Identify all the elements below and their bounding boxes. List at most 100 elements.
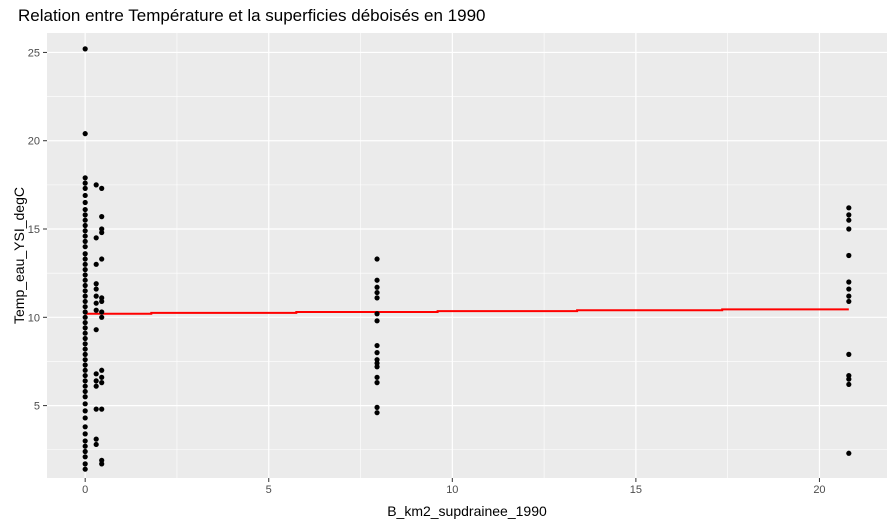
data-point (846, 351, 852, 357)
data-point (374, 284, 380, 290)
y-tick-label: 20 (28, 136, 40, 148)
data-point (82, 408, 88, 414)
data-point (93, 378, 99, 384)
data-point (374, 311, 380, 317)
data-point (93, 371, 99, 377)
data-point (82, 244, 88, 250)
data-point (82, 277, 88, 283)
data-point (82, 454, 88, 460)
data-point (82, 222, 88, 229)
data-point (99, 185, 105, 191)
data-point (82, 46, 88, 52)
data-point (99, 298, 105, 305)
data-point (374, 277, 380, 283)
data-point (374, 350, 380, 356)
data-point (82, 357, 88, 363)
data-point (82, 199, 88, 206)
data-point (99, 214, 105, 220)
x-axis-ticks: 0 5 10 15 20 (82, 478, 826, 496)
data-point (846, 217, 852, 223)
data-point (374, 380, 380, 386)
data-point (374, 289, 380, 296)
data-point (99, 406, 105, 412)
data-point (82, 238, 88, 244)
data-point (846, 298, 852, 305)
data-point (846, 212, 852, 218)
data-point (93, 293, 99, 299)
x-tick-label: 10 (446, 484, 458, 496)
y-axis-ticks: 5 10 15 20 25 (28, 47, 47, 413)
data-point (82, 185, 88, 191)
plot-panel (47, 33, 887, 478)
chart-title: Relation entre Température et la superfi… (18, 6, 486, 25)
data-point (82, 461, 88, 467)
data-point (82, 388, 88, 395)
data-point (846, 252, 852, 259)
points-layer (82, 46, 852, 472)
data-point (82, 367, 88, 373)
data-point (82, 192, 88, 199)
data-point (846, 376, 852, 382)
data-point (82, 394, 88, 400)
x-tick-label: 5 (266, 484, 272, 496)
data-point (82, 175, 88, 181)
data-point (93, 436, 99, 442)
data-point (99, 380, 105, 386)
data-point (82, 325, 88, 331)
data-point (374, 256, 380, 262)
data-point (82, 298, 88, 305)
data-point (93, 383, 99, 389)
data-point (846, 205, 852, 211)
data-point (82, 415, 88, 421)
y-tick-label: 25 (28, 47, 40, 59)
x-tick-label: 0 (82, 484, 88, 496)
data-point (374, 342, 380, 349)
data-point (82, 383, 88, 389)
data-point (82, 341, 88, 347)
data-point (82, 372, 88, 379)
data-point (82, 330, 88, 336)
data-point (846, 226, 852, 232)
y-tick-label: 10 (28, 312, 40, 324)
data-point (82, 251, 88, 257)
data-point (82, 267, 88, 273)
x-axis-title: B_km2_supdrainee_1990 (387, 503, 547, 519)
data-point (82, 212, 88, 218)
data-point (82, 448, 88, 455)
data-point (82, 438, 88, 444)
data-point (82, 233, 88, 239)
fit-line (85, 308, 849, 315)
data-point (99, 256, 105, 262)
data-point (82, 293, 88, 299)
data-point (82, 346, 88, 352)
data-point (82, 351, 88, 357)
data-point (374, 410, 380, 416)
data-point (82, 304, 88, 310)
data-point (82, 309, 88, 315)
data-point (82, 256, 88, 262)
data-point (93, 286, 99, 292)
data-point (93, 281, 99, 287)
data-point (82, 206, 88, 213)
data-point (846, 286, 852, 292)
data-point (82, 378, 88, 384)
data-point (82, 288, 88, 294)
data-point (93, 300, 99, 306)
data-point (82, 228, 88, 234)
data-point (374, 404, 380, 410)
data-point (99, 309, 105, 315)
data-point (82, 320, 88, 326)
data-point (82, 180, 88, 186)
y-tick-label: 5 (34, 401, 40, 413)
data-point (82, 424, 88, 430)
data-point (374, 318, 380, 324)
data-point (82, 362, 88, 368)
data-point (93, 235, 99, 241)
data-point (374, 364, 380, 370)
data-point (99, 461, 105, 467)
data-point (82, 431, 88, 437)
data-point (99, 374, 105, 380)
data-point (82, 401, 88, 407)
data-point (82, 217, 88, 223)
data-point (93, 182, 99, 188)
